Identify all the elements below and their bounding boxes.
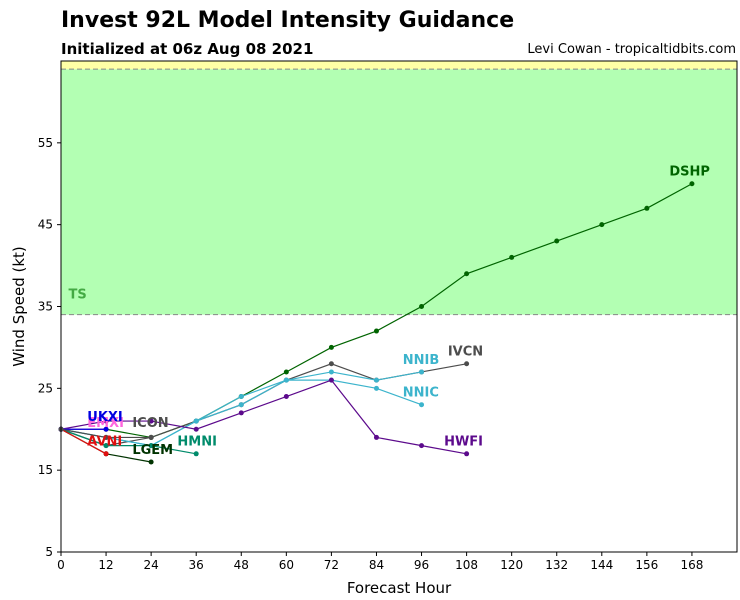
model-labels: DSHP IVCN NNIB NNIC HWFI HMNI LGEM AVNI EMXIUKXI…	[69, 165, 710, 458]
point-hwfi-96	[419, 443, 425, 449]
point-dshp-84	[373, 328, 379, 334]
x-tick-label-96: 96	[414, 558, 429, 572]
model-series	[58, 181, 695, 465]
point-dshp-168	[689, 181, 695, 187]
x-axis-label: Forecast Hour	[347, 579, 452, 597]
point-dshp-96	[419, 304, 425, 309]
x-axis-ticks: 0 12 24 36 48 60 72 84 96 108 120 132 144 156 168	[57, 552, 703, 572]
label-ts: TS	[69, 287, 87, 302]
point-nnic-48	[238, 402, 244, 408]
x-tick-label-36: 36	[189, 558, 204, 572]
label-nnic: NNIC	[403, 386, 439, 401]
chart-title: Invest 92L Model Intensity Guidance	[61, 8, 515, 33]
point-dshp-132	[554, 238, 560, 244]
x-tick-label-132: 132	[545, 558, 568, 572]
y-tick-label-45: 45	[38, 218, 53, 232]
band-upper-1	[61, 61, 737, 70]
chart-credit: Levi Cowan - tropicaltidbits.com	[527, 42, 736, 57]
x-tick-label-48: 48	[234, 558, 249, 572]
point-nnic-36	[193, 418, 199, 424]
point-dshp-156	[644, 205, 650, 211]
point-ivcn-72	[328, 361, 334, 367]
point-avni-12	[103, 451, 109, 457]
label-nnib: NNIB	[403, 353, 440, 368]
series-line-hwfi	[60, 379, 467, 455]
x-tick-label-168: 168	[680, 558, 703, 572]
y-axis-ticks: 5 15 25 35 45 55	[38, 136, 61, 559]
x-tick-label-120: 120	[500, 558, 523, 572]
x-tick-label-108: 108	[455, 558, 478, 572]
label-ivcn: IVCN	[448, 345, 483, 360]
x-tick-label-156: 156	[635, 558, 658, 572]
point-hmni-12	[103, 443, 109, 449]
x-tick-label-60: 60	[279, 558, 294, 572]
y-tick-label-25: 25	[38, 381, 53, 395]
point-nnib-96	[419, 369, 425, 375]
point-hwfi-12	[103, 418, 109, 424]
point-dshp-108	[464, 271, 470, 277]
threshold-lines	[61, 68, 737, 316]
label-ukxi: UKXI	[87, 410, 123, 425]
label-dshp: DSHP	[669, 165, 710, 180]
point-dshp-120	[509, 254, 515, 260]
point-hwfi-108	[464, 451, 470, 457]
y-tick-label-15: 15	[38, 463, 53, 477]
point-icon-12	[103, 434, 109, 440]
x-tick-label-84: 84	[369, 558, 384, 572]
label-avni: AVNI	[87, 435, 122, 450]
point-hwfi-24	[148, 418, 154, 424]
series-line-avni	[60, 428, 107, 455]
x-tick-label-72: 72	[324, 558, 339, 572]
point-nnib-72	[328, 369, 334, 375]
series-line-hmni	[60, 428, 197, 455]
point-hwfi-36	[193, 426, 199, 432]
label-hmni: HMNI	[177, 435, 217, 450]
point-hwfi-84	[373, 434, 379, 440]
y-axis-label: Wind Speed (kt)	[10, 246, 28, 367]
y-tick-label-35: 35	[38, 300, 53, 314]
point-nnic-96	[419, 402, 425, 408]
y-tick-label-5: 5	[45, 545, 53, 559]
point-hmni-36	[193, 451, 199, 457]
series-hwfi	[58, 377, 470, 457]
point-nnic-60	[283, 377, 289, 383]
point-nnib-48	[238, 394, 244, 400]
point-hwfi-72	[328, 377, 334, 383]
point-lgem-24	[148, 459, 154, 465]
point-icon-24	[148, 434, 154, 440]
point-nnib-84	[373, 377, 379, 383]
y-tick-label-55: 55	[38, 136, 53, 150]
band-ts	[61, 69, 737, 315]
label-lgem: LGEM	[132, 443, 173, 458]
point-ukxi-12	[103, 426, 109, 432]
point-dshp-60	[283, 369, 289, 375]
intensity-bands	[61, 61, 737, 315]
x-tick-label-24: 24	[143, 558, 158, 572]
point-ivcn-108	[464, 361, 470, 367]
point-hwfi-60	[283, 394, 289, 400]
label-hwfi: HWFI	[444, 435, 483, 450]
point-hwfi-48	[238, 410, 244, 416]
x-tick-label-0: 0	[57, 558, 65, 572]
label-emxi: EMXI	[87, 416, 124, 431]
point-dshp-144	[599, 222, 605, 228]
point-nnic-84	[373, 385, 379, 391]
chart-subtitle: Initialized at 06z Aug 08 2021	[61, 40, 314, 58]
x-tick-label-12: 12	[98, 558, 113, 572]
x-tick-label-144: 144	[590, 558, 613, 572]
label-icon: ICON	[132, 416, 168, 431]
point-hmni-24	[148, 443, 154, 449]
point-dshp-72	[328, 344, 334, 350]
